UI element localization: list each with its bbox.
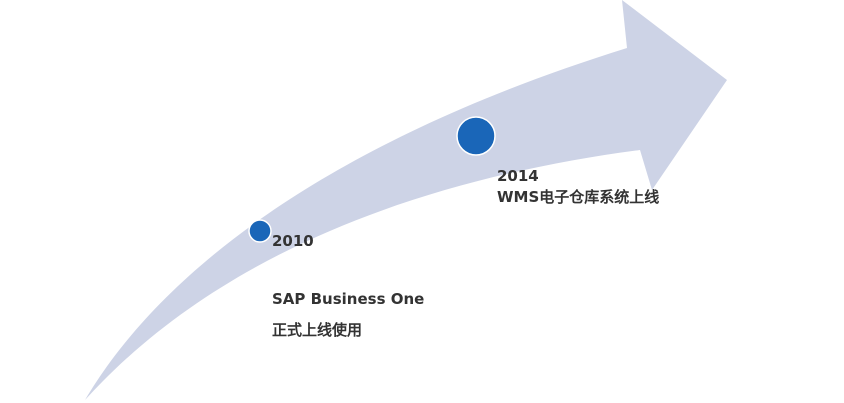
milestone-dot-2014 — [456, 116, 496, 156]
milestone-desc-2010: 正式上线使用 — [272, 321, 363, 339]
milestone-year-2014: 2014 — [497, 167, 539, 185]
milestone-year-2010: 2010 — [272, 232, 314, 250]
milestone-title-2014: WMS电子仓库系统上线 — [497, 188, 660, 206]
milestone-dot-2010 — [248, 219, 272, 243]
milestone-title-2010: SAP Business One — [272, 290, 425, 308]
curved-arrow — [85, 0, 727, 400]
